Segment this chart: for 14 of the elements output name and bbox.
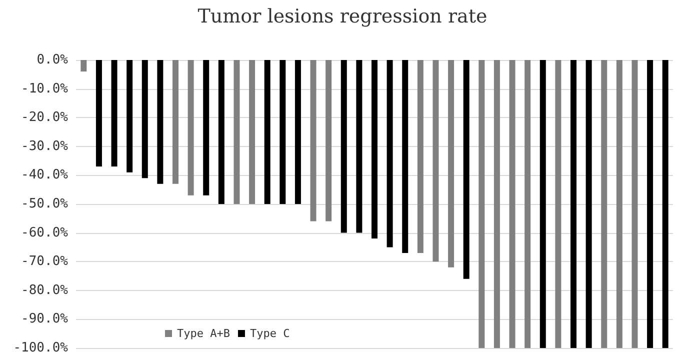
y-tick-label: -100.0% [13, 340, 68, 356]
legend-label: Type A+B [177, 327, 230, 340]
y-tick-label: 0.0% [36, 52, 68, 68]
y-tick-label: -30.0% [21, 138, 68, 154]
y-tick-label: -80.0% [21, 282, 68, 298]
y-tick-label: -50.0% [21, 196, 68, 212]
chart-title: Tumor lesions regression rate [198, 6, 488, 28]
y-tick-label: -90.0% [21, 312, 68, 327]
y-tick-label: -20.0% [21, 110, 68, 126]
y-tick-label: -70.0% [21, 254, 68, 270]
y-tick-label: -10.0% [21, 81, 68, 96]
y-tick-label: -40.0% [21, 168, 68, 183]
legend-label: Type C [250, 327, 290, 340]
y-tick-label: -60.0% [21, 225, 68, 240]
